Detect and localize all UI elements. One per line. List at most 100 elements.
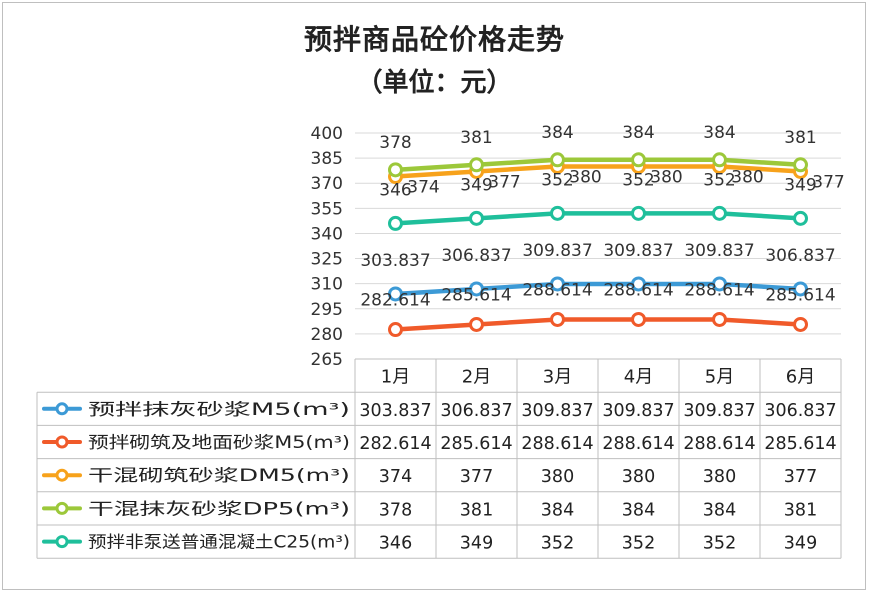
data-label: 349 xyxy=(460,175,492,195)
category-label: 6月 xyxy=(786,367,815,388)
table-cell-value: 384 xyxy=(541,500,574,520)
data-point xyxy=(712,276,727,292)
data-point xyxy=(631,311,646,327)
data-point xyxy=(712,311,727,327)
legend-marker xyxy=(55,402,69,416)
data-point xyxy=(793,316,808,332)
data-label: 306.837 xyxy=(441,246,511,266)
legend-series-name: 预拌抹灰砂浆M5(m³) xyxy=(88,400,350,419)
data-label: 309.837 xyxy=(684,241,754,261)
data-label: 288.614 xyxy=(603,280,673,300)
table-cell-value: 380 xyxy=(703,467,736,487)
data-label: 349 xyxy=(784,175,816,195)
y-tick-label: 280 xyxy=(311,325,343,345)
data-point xyxy=(631,152,646,168)
legend-series-name: 干混砌筑砂浆DM5(m³) xyxy=(88,466,350,485)
data-point xyxy=(712,205,727,221)
data-point xyxy=(469,157,484,173)
y-tick-label: 265 xyxy=(311,350,343,370)
data-label: 378 xyxy=(379,133,411,153)
data-label: 377 xyxy=(812,173,844,193)
y-tick-label: 310 xyxy=(311,275,343,295)
data-point xyxy=(793,157,808,173)
data-point xyxy=(469,210,484,226)
table-cell-value: 309.837 xyxy=(602,401,674,421)
table-cell-value: 349 xyxy=(460,534,493,554)
table-cell-value: 384 xyxy=(622,500,655,520)
data-point xyxy=(469,281,484,297)
data-label: 309.837 xyxy=(603,241,673,261)
table-cell-value: 282.614 xyxy=(359,434,431,454)
data-label: 288.614 xyxy=(684,280,754,300)
data-point xyxy=(793,281,808,297)
data-label: 381 xyxy=(460,128,492,148)
table-cell-value: 352 xyxy=(622,534,655,554)
data-point xyxy=(550,311,565,327)
data-label: 288.614 xyxy=(522,280,592,300)
legend-marker xyxy=(55,435,69,449)
table-cell-value: 285.614 xyxy=(440,434,512,454)
data-label: 384 xyxy=(703,123,735,143)
table-cell-value: 346 xyxy=(379,534,412,554)
table-cell-value: 381 xyxy=(460,500,493,520)
table-cell-value: 377 xyxy=(784,467,817,487)
data-point xyxy=(793,210,808,226)
legend-marker xyxy=(55,501,69,515)
table-cell-value: 349 xyxy=(784,534,817,554)
data-point xyxy=(388,322,403,338)
y-tick-label: 325 xyxy=(311,250,343,270)
data-point xyxy=(550,152,565,168)
data-label: 384 xyxy=(541,123,573,143)
data-label: 309.837 xyxy=(522,241,592,261)
table-cell-value: 288.614 xyxy=(521,434,593,454)
data-point xyxy=(388,286,403,302)
category-label: 4月 xyxy=(624,367,653,388)
table-cell-value: 380 xyxy=(541,467,574,487)
table-cell-value: 285.614 xyxy=(764,434,836,454)
table-cell-value: 380 xyxy=(622,467,655,487)
data-label: 352 xyxy=(703,170,735,190)
data-label: 282.614 xyxy=(360,291,430,311)
series-line xyxy=(393,281,803,297)
data-label: 285.614 xyxy=(441,285,511,305)
data-label: 303.837 xyxy=(360,251,430,271)
data-point xyxy=(550,205,565,221)
category-label: 3月 xyxy=(543,367,572,388)
table-cell-value: 306.837 xyxy=(764,401,836,421)
legend-marker xyxy=(55,468,69,482)
y-tick-label: 400 xyxy=(311,124,343,144)
table-cell-value: 352 xyxy=(541,534,574,554)
table-cell-value: 306.837 xyxy=(440,401,512,421)
y-tick-label: 385 xyxy=(311,149,343,169)
data-point xyxy=(712,152,727,168)
data-label: 384 xyxy=(622,123,654,143)
data-point xyxy=(388,162,403,178)
chart-title: 预拌商品砼价格走势 xyxy=(303,23,565,56)
data-label: 380 xyxy=(731,167,763,187)
legend-series-name: 干混抹灰砂浆DP5(m³) xyxy=(88,499,350,518)
table-cell-value: 381 xyxy=(784,500,817,520)
legend-series-name: 预拌砌筑及地面砂浆M5(m³) xyxy=(88,433,350,452)
table-cell-value: 288.614 xyxy=(683,434,755,454)
category-label: 2月 xyxy=(462,367,491,388)
y-tick-label: 340 xyxy=(311,224,343,244)
legend-marker xyxy=(55,535,69,549)
table-cell-value: 309.837 xyxy=(683,401,755,421)
series-line xyxy=(393,317,803,332)
data-label: 377 xyxy=(488,173,520,193)
data-label: 352 xyxy=(541,170,573,190)
data-point xyxy=(388,215,403,231)
table-cell-value: 378 xyxy=(379,500,412,520)
y-tick-label: 355 xyxy=(311,199,343,219)
table-cell-value: 352 xyxy=(703,534,736,554)
y-tick-label: 295 xyxy=(311,300,343,320)
chart-subtitle: （单位：元） xyxy=(356,68,513,98)
table-cell-value: 309.837 xyxy=(521,401,593,421)
data-label: 381 xyxy=(784,128,816,148)
data-point xyxy=(631,276,646,292)
series-line xyxy=(393,211,803,226)
table-cell-value: 384 xyxy=(703,500,736,520)
data-label: 380 xyxy=(569,167,601,187)
